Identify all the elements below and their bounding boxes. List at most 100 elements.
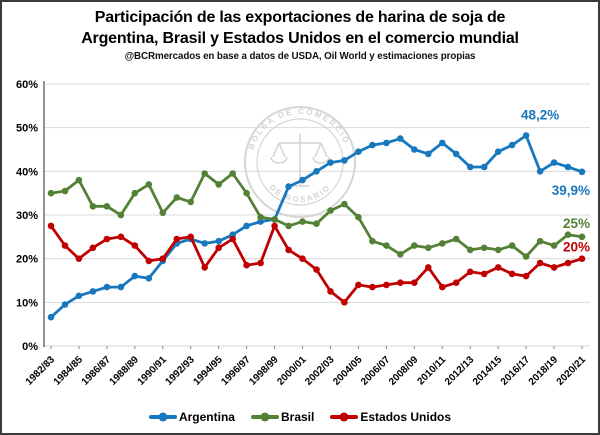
data-point	[508, 242, 516, 249]
x-tick-label: 1982/83	[24, 354, 58, 388]
data-point	[47, 189, 55, 197]
data-point	[578, 168, 586, 176]
data-point	[466, 268, 474, 276]
data-point	[61, 301, 69, 308]
data-point	[187, 198, 194, 206]
y-tick-label: 10%	[16, 297, 38, 309]
data-label-482: 48,2%	[521, 108, 559, 123]
y-tick-label: 0%	[22, 341, 38, 353]
data-point	[131, 189, 139, 197]
y-tick-label: 60%	[16, 79, 38, 91]
data-point	[411, 242, 418, 249]
data-label-25: 25%	[563, 216, 590, 231]
legend-label-argentina: Argentina	[178, 410, 235, 424]
watermark-arc-text: BOLSA DE COMERCIO	[247, 107, 352, 151]
x-tick-label: 2020/21	[555, 354, 589, 388]
x-tick-label: 1984/85	[52, 354, 86, 388]
data-point	[201, 264, 208, 271]
data-point	[215, 244, 222, 252]
data-point	[355, 148, 362, 155]
data-point	[480, 270, 488, 278]
data-point	[536, 259, 544, 267]
x-tick-label: 2014/15	[471, 354, 505, 388]
data-point	[215, 237, 222, 245]
data-point	[452, 279, 460, 287]
x-tick-label: 2004/05	[331, 354, 365, 388]
data-point	[47, 313, 55, 321]
data-point	[299, 255, 306, 262]
data-point	[243, 189, 250, 197]
estados-unidos-line-marker-icon	[330, 412, 359, 422]
data-point	[425, 150, 432, 158]
argentina-line-marker-icon	[148, 412, 177, 422]
x-tick-label: 1998/99	[247, 354, 281, 388]
data-point	[536, 237, 544, 245]
data-point	[439, 139, 446, 147]
brasil-line-marker-icon	[250, 412, 279, 422]
legend-item-argentina: Argentina	[148, 410, 235, 424]
data-point	[578, 255, 586, 262]
x-tick-label: 2000/01	[275, 354, 309, 388]
series-line-estados-unidos	[49, 224, 584, 304]
data-point	[355, 281, 362, 289]
data-point	[383, 242, 390, 249]
x-axis-labels: 1982/831984/851986/871988/891990/911992/…	[24, 346, 589, 388]
data-point	[439, 283, 446, 291]
x-tick-label: 2012/13	[443, 354, 477, 388]
data-point	[131, 242, 139, 249]
y-tick-label: 50%	[16, 123, 38, 135]
data-point	[536, 168, 544, 175]
data-point	[452, 235, 460, 243]
x-tick-label: 2018/19	[527, 354, 561, 388]
data-point	[508, 270, 516, 278]
data-point	[117, 211, 125, 219]
data-point	[257, 213, 264, 221]
x-tick-label: 2010/11	[415, 354, 448, 387]
data-point	[480, 244, 488, 252]
data-point	[201, 170, 208, 177]
data-point	[327, 288, 334, 295]
data-point	[327, 207, 334, 214]
data-labels: 48,2% 39,9% 25% 20%	[521, 108, 590, 255]
data-point	[494, 264, 502, 271]
data-point	[480, 163, 488, 171]
data-point	[75, 292, 83, 300]
data-point	[411, 146, 418, 153]
y-tick-label: 20%	[16, 254, 38, 266]
data-point	[341, 157, 348, 164]
legend-item-brasil: Brasil	[250, 410, 314, 424]
data-point	[522, 132, 530, 139]
data-point	[397, 279, 404, 287]
data-point	[327, 159, 334, 166]
data-point	[285, 183, 292, 190]
data-point	[89, 244, 97, 252]
data-point	[522, 272, 530, 280]
x-tick-label: 2006/07	[359, 354, 393, 388]
legend-item-estados-unidos: Estados Unidos	[330, 410, 451, 424]
data-point	[522, 253, 530, 260]
data-point	[508, 141, 516, 149]
data-point	[494, 148, 502, 155]
data-point	[159, 209, 167, 217]
chart-subtitle: @BCRmercados en base a datos de USDA, Oi…	[124, 50, 476, 62]
data-point	[173, 235, 181, 243]
x-tick-label: 1990/91	[136, 354, 170, 388]
x-tick-label: 1988/89	[108, 354, 142, 388]
data-point	[564, 259, 572, 267]
data-point	[411, 279, 418, 287]
data-point	[550, 242, 558, 249]
data-point	[215, 181, 222, 188]
chart-legend: Argentina Brasil Estados Unidos	[2, 410, 598, 424]
x-tick-label: 1996/97	[219, 354, 253, 388]
data-point	[257, 259, 264, 267]
y-axis-labels: 0% 10% 20% 30% 40% 50% 60%	[16, 79, 38, 353]
data-point	[452, 150, 460, 158]
data-point	[229, 170, 236, 177]
data-point	[313, 266, 320, 273]
x-tick-label: 1986/87	[80, 354, 114, 388]
chart-title-line1: Participación de las exportaciones de ha…	[94, 9, 506, 26]
data-point	[383, 139, 390, 147]
data-point	[61, 187, 69, 195]
